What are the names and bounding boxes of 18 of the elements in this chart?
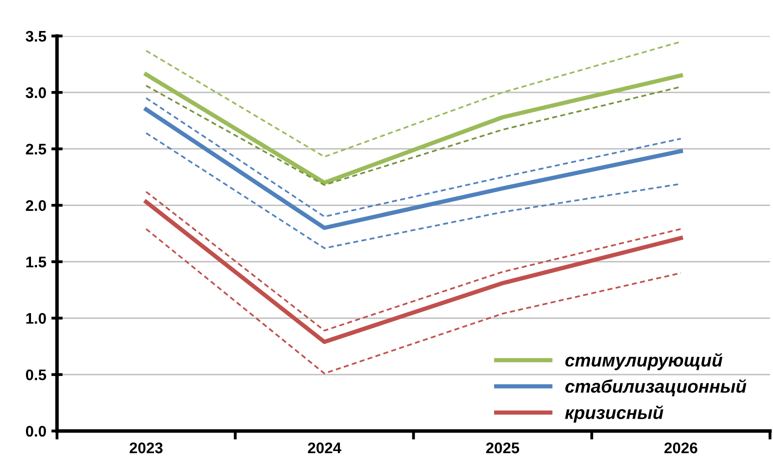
y-tick-label: 1.5 xyxy=(26,256,46,268)
x-tick-label: 2024 xyxy=(308,442,342,454)
y-tick-label: 0.0 xyxy=(26,426,46,437)
y-tick-label: 3.5 xyxy=(26,30,46,42)
x-tick-label: 2026 xyxy=(664,442,698,454)
y-tick-label: 1.0 xyxy=(26,313,46,324)
line-series xyxy=(145,40,682,158)
line-series xyxy=(144,107,683,230)
legend-label: стабилизационный xyxy=(565,379,746,396)
legend-label: кризисный xyxy=(565,405,664,423)
y-tick-label: 3.0 xyxy=(26,87,46,98)
y-tick-label: 0.5 xyxy=(26,369,46,380)
legend-label: стимулирующий xyxy=(565,352,722,370)
line-series xyxy=(145,97,682,218)
x-tick-label: 2025 xyxy=(486,442,520,454)
x-tick-label: 2023 xyxy=(130,442,163,454)
y-tick-label: 2.5 xyxy=(26,144,46,155)
y-tick-label: 2.0 xyxy=(26,200,46,211)
